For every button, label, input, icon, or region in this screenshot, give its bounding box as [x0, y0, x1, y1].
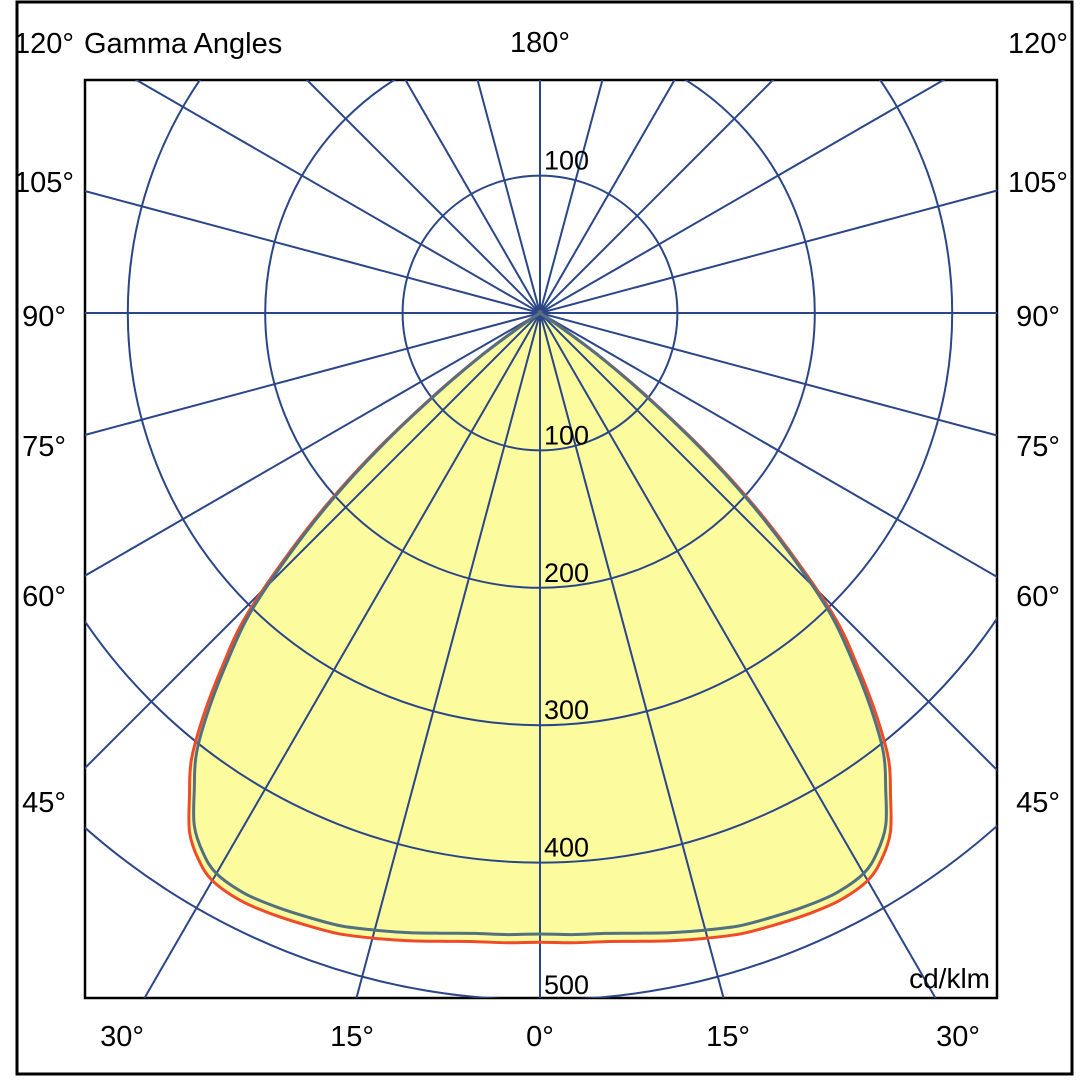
angle-label-right-90: 90°: [1016, 301, 1060, 333]
angle-label-bottom-30r: 30°: [936, 1021, 980, 1053]
radial-tick-label: 200: [544, 558, 589, 588]
radial-tick-label: 100: [544, 146, 589, 176]
angle-label-right-45: 45°: [1016, 787, 1060, 819]
radial-tick-label: 300: [544, 695, 589, 725]
intensity-curve-layer: [187, 310, 893, 945]
intensity-curve-C0-C180: [187, 310, 893, 945]
unit-label: cd/klm: [909, 963, 990, 994]
angle-label-left-120: 120°: [14, 28, 74, 60]
intensity-curve-C90-C270: [192, 310, 888, 937]
angle-label-right-60: 60°: [1016, 581, 1060, 613]
angle-label-right-120: 120°: [1008, 28, 1068, 60]
angle-label-bottom-0: 0°: [526, 1021, 554, 1053]
angle-label-left-90: 90°: [22, 301, 66, 333]
radial-tick-label: 100: [544, 420, 589, 450]
page-title: Gamma Angles: [84, 28, 282, 60]
angle-label-right-105: 105°: [1008, 167, 1068, 199]
angle-label-left-105: 105°: [14, 167, 74, 199]
angle-label-top: 180°: [510, 27, 570, 59]
angle-label-bottom-15l: 15°: [330, 1021, 374, 1053]
outer-frame: [15, 0, 1074, 1076]
angle-label-left-45: 45°: [22, 787, 66, 819]
radial-tick-label: 500: [544, 970, 589, 1000]
angle-label-bottom-30l: 30°: [100, 1021, 144, 1053]
angle-label-bottom-15r: 15°: [706, 1021, 750, 1053]
angle-label-right-75: 75°: [1016, 431, 1060, 463]
radial-tick-layer: 100 100 200 300 400 500: [544, 146, 589, 1000]
radial-tick-label: 400: [544, 833, 589, 863]
angle-label-left-60: 60°: [22, 581, 66, 613]
angle-label-left-75: 75°: [22, 431, 66, 463]
